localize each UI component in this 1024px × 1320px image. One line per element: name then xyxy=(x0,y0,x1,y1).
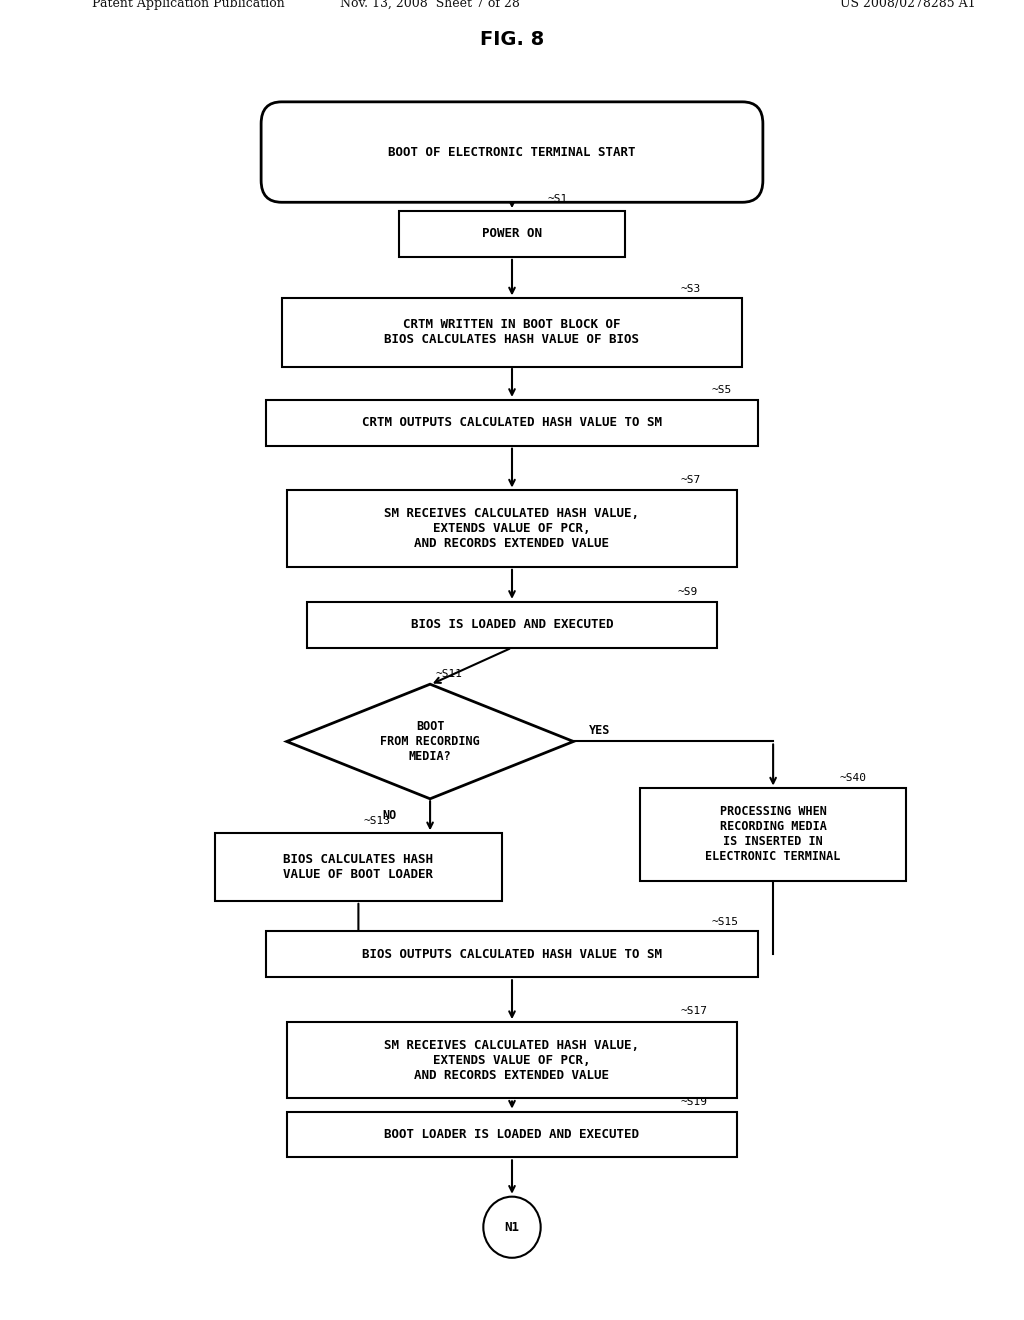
Text: ~S11: ~S11 xyxy=(435,669,462,678)
Bar xyxy=(287,1111,737,1158)
Text: SM RECEIVES CALCULATED HASH VALUE,
EXTENDS VALUE OF PCR,
AND RECORDS EXTENDED VA: SM RECEIVES CALCULATED HASH VALUE, EXTEN… xyxy=(384,507,640,550)
Text: ~S17: ~S17 xyxy=(681,1006,708,1016)
Text: Nov. 13, 2008  Sheet 7 of 28: Nov. 13, 2008 Sheet 7 of 28 xyxy=(340,0,520,11)
Text: BOOT OF ELECTRONIC TERMINAL START: BOOT OF ELECTRONIC TERMINAL START xyxy=(388,145,636,158)
Text: ~S13: ~S13 xyxy=(364,816,390,826)
Text: ~S9: ~S9 xyxy=(678,587,698,597)
Bar xyxy=(215,833,502,902)
Bar xyxy=(282,298,742,367)
Text: ~S3: ~S3 xyxy=(681,284,701,293)
Bar xyxy=(307,602,717,648)
Text: BIOS OUTPUTS CALCULATED HASH VALUE TO SM: BIOS OUTPUTS CALCULATED HASH VALUE TO SM xyxy=(362,948,662,961)
Text: ~S40: ~S40 xyxy=(840,772,866,783)
Text: BOOT
FROM RECORDING
MEDIA?: BOOT FROM RECORDING MEDIA? xyxy=(380,719,480,763)
Text: US 2008/0278285 A1: US 2008/0278285 A1 xyxy=(840,0,975,11)
Text: Patent Application Publication: Patent Application Publication xyxy=(92,0,285,11)
Text: CRTM OUTPUTS CALCULATED HASH VALUE TO SM: CRTM OUTPUTS CALCULATED HASH VALUE TO SM xyxy=(362,416,662,429)
Text: N1: N1 xyxy=(505,1221,519,1234)
Bar xyxy=(640,788,906,880)
Text: FIG. 8: FIG. 8 xyxy=(480,30,544,49)
Text: BOOT LOADER IS LOADED AND EXECUTED: BOOT LOADER IS LOADED AND EXECUTED xyxy=(384,1127,640,1140)
Polygon shape xyxy=(287,684,573,799)
Bar xyxy=(287,491,737,566)
Text: ~S5: ~S5 xyxy=(712,385,732,395)
Bar xyxy=(399,211,625,257)
Bar xyxy=(266,400,758,446)
Text: SM RECEIVES CALCULATED HASH VALUE,
EXTENDS VALUE OF PCR,
AND RECORDS EXTENDED VA: SM RECEIVES CALCULATED HASH VALUE, EXTEN… xyxy=(384,1039,640,1081)
Text: POWER ON: POWER ON xyxy=(482,227,542,240)
Text: ~S1: ~S1 xyxy=(548,194,568,205)
FancyBboxPatch shape xyxy=(261,102,763,202)
Circle shape xyxy=(483,1197,541,1258)
Bar xyxy=(287,1022,737,1098)
Bar xyxy=(266,932,758,977)
Text: BIOS IS LOADED AND EXECUTED: BIOS IS LOADED AND EXECUTED xyxy=(411,618,613,631)
Text: PROCESSING WHEN
RECORDING MEDIA
IS INSERTED IN
ELECTRONIC TERMINAL: PROCESSING WHEN RECORDING MEDIA IS INSER… xyxy=(706,805,841,863)
Text: YES: YES xyxy=(589,725,610,737)
Text: ~S19: ~S19 xyxy=(681,1097,708,1106)
Text: NO: NO xyxy=(382,809,396,822)
Text: BIOS CALCULATES HASH
VALUE OF BOOT LOADER: BIOS CALCULATES HASH VALUE OF BOOT LOADE… xyxy=(284,853,433,880)
Text: CRTM WRITTEN IN BOOT BLOCK OF
BIOS CALCULATES HASH VALUE OF BIOS: CRTM WRITTEN IN BOOT BLOCK OF BIOS CALCU… xyxy=(384,318,640,346)
Text: ~S15: ~S15 xyxy=(712,916,738,927)
Text: ~S7: ~S7 xyxy=(681,474,701,484)
